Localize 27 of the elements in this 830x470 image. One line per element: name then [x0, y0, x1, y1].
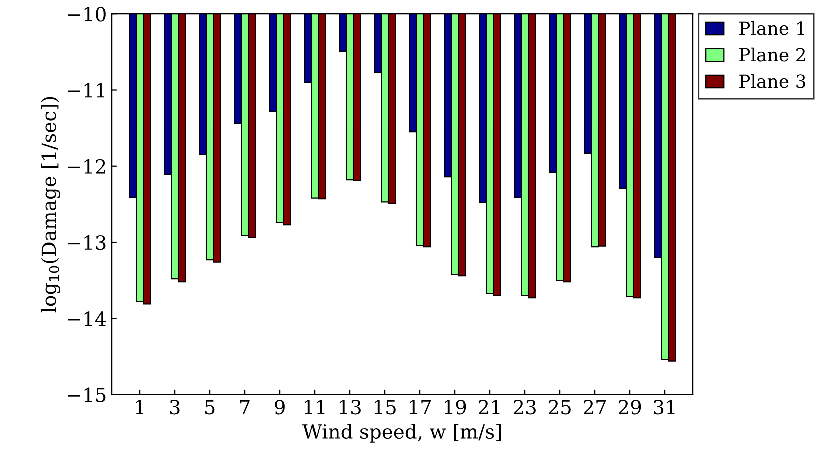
x-tick-label: 19 — [445, 400, 466, 415]
x-tick-label: 27 — [584, 400, 606, 414]
x-tick-label: 15 — [375, 400, 396, 415]
y-tick-label: −12 — [68, 159, 106, 174]
y-tick-label: −14 — [68, 312, 106, 326]
x-tick-label: 1 — [136, 400, 144, 414]
y-tick-label: −15 — [68, 388, 106, 402]
y-axis-title: log$_{10}$(Damage [1/sec]) — [41, 97, 60, 313]
x-axis-title: Wind speed, w [m/s] — [302, 424, 501, 443]
x-tick-label: 21 — [478, 400, 500, 414]
legend-label: Plane 2 — [740, 48, 806, 62]
legend-label: Plane 1 — [740, 21, 804, 36]
x-tick-label: 25 — [548, 400, 571, 415]
x-tick-label: 13 — [340, 400, 361, 415]
x-tick-label: 7 — [240, 400, 250, 414]
y-tick-label: −11 — [68, 83, 104, 98]
x-tick-label: 17 — [410, 400, 432, 414]
y-tick-label: −10 — [68, 7, 106, 22]
x-tick-label: 23 — [514, 400, 536, 415]
x-tick-label: 11 — [305, 400, 325, 414]
x-tick-label: 29 — [618, 400, 642, 415]
x-tick-label: 9 — [275, 400, 285, 415]
x-tick-label: 5 — [206, 400, 215, 415]
legend-label: Plane 3 — [740, 74, 806, 88]
x-tick-label: 3 — [170, 400, 180, 415]
x-tick-label: 31 — [654, 400, 675, 415]
y-tick-label: −13 — [68, 235, 106, 250]
